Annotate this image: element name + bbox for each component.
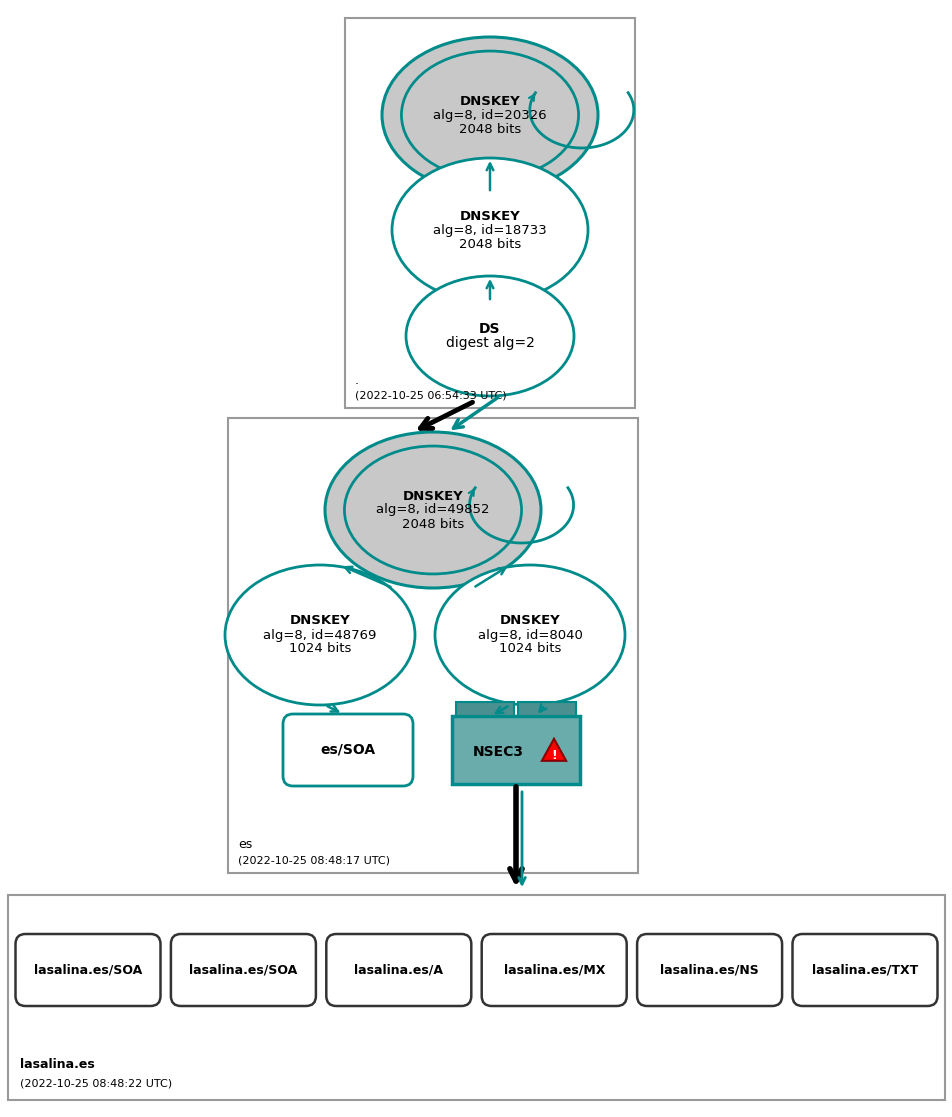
Text: 2048 bits: 2048 bits [459,123,521,135]
Ellipse shape [406,276,573,397]
Text: lasalina.es/SOA: lasalina.es/SOA [189,964,297,976]
FancyBboxPatch shape [481,934,626,1006]
Text: 1024 bits: 1024 bits [498,642,561,656]
Text: 2048 bits: 2048 bits [459,238,521,250]
Text: (2022-10-25 06:54:33 UTC): (2022-10-25 06:54:33 UTC) [355,391,506,401]
Bar [8,895,944,1100]
Text: lasalina.es/NS: lasalina.es/NS [660,964,758,976]
Text: !: ! [550,750,556,763]
Text: 1024 bits: 1024 bits [288,642,351,656]
Text: 2048 bits: 2048 bits [402,517,464,531]
Text: DNSKEY: DNSKEY [459,95,520,107]
Text: (2022-10-25 08:48:17 UTC): (2022-10-25 08:48:17 UTC) [238,856,389,866]
Text: lasalina.es/TXT: lasalina.es/TXT [811,964,917,976]
Text: DS: DS [479,322,500,336]
FancyBboxPatch shape [326,934,471,1006]
Ellipse shape [382,37,597,193]
Polygon shape [542,738,565,761]
Text: alg=8, id=18733: alg=8, id=18733 [432,223,546,237]
Text: alg=8, id=8040: alg=8, id=8040 [477,629,582,641]
Text: digest alg=2: digest alg=2 [446,336,534,350]
Text: .: . [355,373,359,386]
Bar [345,18,634,408]
Text: lasalina.es/SOA: lasalina.es/SOA [34,964,142,976]
Text: es/SOA: es/SOA [320,743,375,757]
FancyBboxPatch shape [637,934,782,1006]
Bar [451,716,580,784]
Bar [228,418,637,873]
Text: alg=8, id=49852: alg=8, id=49852 [376,504,489,516]
Bar [518,701,575,716]
FancyBboxPatch shape [170,934,315,1006]
Text: lasalina.es: lasalina.es [20,1059,94,1071]
Text: (2022-10-25 08:48:22 UTC): (2022-10-25 08:48:22 UTC) [20,1079,172,1089]
Text: alg=8, id=48769: alg=8, id=48769 [263,629,376,641]
Bar [455,701,513,716]
Text: DNSKEY: DNSKEY [459,210,520,222]
Text: DNSKEY: DNSKEY [289,614,350,628]
FancyBboxPatch shape [792,934,937,1006]
Ellipse shape [391,157,587,302]
Text: lasalina.es/A: lasalina.es/A [354,964,443,976]
Text: DNSKEY: DNSKEY [499,614,560,628]
FancyBboxPatch shape [15,934,160,1006]
FancyBboxPatch shape [283,714,412,786]
Text: lasalina.es/MX: lasalina.es/MX [503,964,605,976]
Text: es: es [238,839,252,851]
Ellipse shape [325,432,541,588]
Ellipse shape [434,565,625,705]
Text: DNSKEY: DNSKEY [402,489,463,503]
Ellipse shape [401,51,578,179]
Text: alg=8, id=20326: alg=8, id=20326 [433,108,546,122]
Ellipse shape [344,446,521,574]
Ellipse shape [225,565,414,705]
Text: NSEC3: NSEC3 [472,745,523,758]
